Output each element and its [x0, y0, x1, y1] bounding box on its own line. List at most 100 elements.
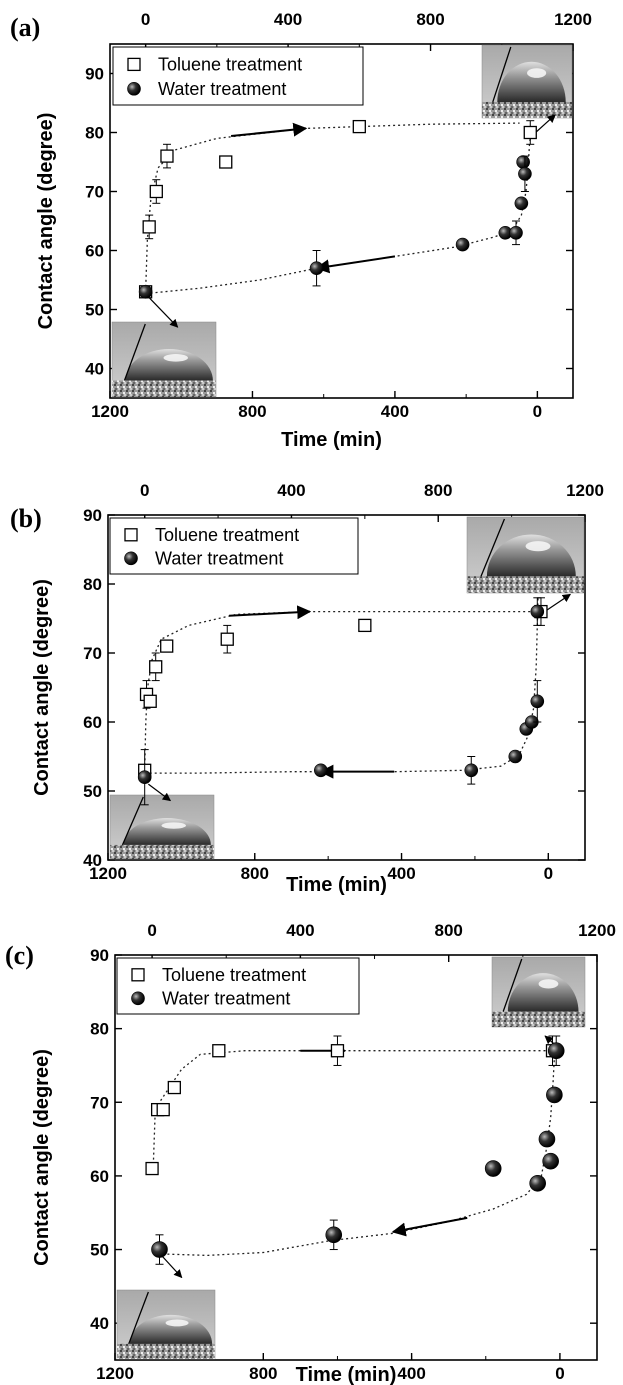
high-angle-inset [492, 957, 585, 1027]
y-tick-label: 60 [90, 1167, 109, 1186]
water-data-point [510, 226, 523, 239]
toluene-data-point [146, 1163, 158, 1175]
high-angle-inset [482, 45, 572, 118]
top-x-tick-label: 400 [274, 10, 302, 29]
legend-toluene-label: Toluene treatment [162, 965, 306, 985]
x-tick-label: 1200 [91, 402, 129, 421]
low-angle-inset [112, 322, 216, 397]
high-angle-inset-substrate [467, 576, 584, 593]
toluene-direction-arrow [229, 612, 310, 616]
panel-letter: (c) [5, 941, 34, 970]
top-x-tick-label: 1200 [578, 921, 616, 940]
top-x-tick-label: 800 [416, 10, 444, 29]
toluene-guide-curve [145, 612, 534, 771]
legend-water-marker [125, 552, 138, 565]
toluene-data-point [220, 156, 232, 168]
y-tick-label: 60 [83, 713, 102, 732]
low-angle-inset-substrate [112, 381, 216, 398]
low-angle-inset-droplet-highlight [164, 354, 188, 362]
water-guide-curve [146, 133, 531, 294]
toluene-direction-arrow [231, 128, 306, 136]
legend-toluene-marker [132, 969, 144, 981]
top-x-tick-label: 0 [147, 921, 156, 940]
top-x-tick-label: 0 [140, 481, 149, 500]
top-x-tick-label: 800 [424, 481, 452, 500]
legend-water-label: Water treatment [162, 988, 290, 1008]
panel-letter: (a) [10, 13, 40, 42]
water-data-point [151, 1242, 167, 1258]
y-tick-label: 80 [90, 1020, 109, 1039]
toluene-data-point [331, 1045, 343, 1057]
toluene-data-point [168, 1082, 180, 1094]
low-angle-inset-droplet-highlight [166, 1319, 189, 1326]
toluene-data-point [150, 661, 162, 673]
water-guide-curve [145, 598, 538, 773]
water-data-point [314, 764, 327, 777]
toluene-data-point [150, 186, 162, 198]
water-data-point [518, 167, 531, 180]
water-data-point [530, 1175, 546, 1191]
legend: Toluene treatment Water treatment [117, 958, 359, 1014]
y-tick-label: 40 [83, 851, 102, 870]
legend-water-marker [128, 82, 141, 95]
water-data-point [465, 764, 478, 777]
toluene-guide-curve [152, 1051, 552, 1169]
x-tick-label: 800 [238, 402, 266, 421]
toluene-data-point [221, 633, 233, 645]
x-axis-label: Time (min) [286, 874, 387, 896]
legend-water-label: Water treatment [155, 548, 283, 568]
high-angle-inset-droplet-highlight [539, 979, 559, 988]
water-guide-curve [160, 1051, 555, 1256]
water-data-point [138, 771, 151, 784]
water-data-point [326, 1227, 342, 1243]
high-angle-inset-droplet-highlight [526, 541, 551, 551]
top-x-tick-label: 400 [286, 921, 314, 940]
y-tick-label: 40 [90, 1314, 109, 1333]
high-angle-inset-droplet-highlight [527, 68, 546, 78]
x-axis-label: Time (min) [296, 1364, 397, 1385]
water-data-point [546, 1087, 562, 1103]
water-data-point [531, 605, 544, 618]
y-tick-label: 90 [83, 506, 102, 525]
water-data-point [531, 695, 544, 708]
toluene-data-point [524, 127, 536, 139]
y-axis-label: Contact angle (degree) [35, 113, 57, 330]
y-tick-label: 50 [85, 301, 104, 320]
toluene-data-point [157, 1104, 169, 1116]
y-tick-label: 90 [85, 65, 104, 84]
y-tick-label: 40 [85, 360, 104, 379]
water-data-point [539, 1131, 555, 1147]
toluene-data-point [143, 221, 155, 233]
legend-toluene-marker [128, 58, 140, 70]
panel-b: (b)1200 800 400 00 400 800 1200405060708090Tim… [10, 481, 604, 896]
legend-water-marker [132, 992, 145, 1005]
top-x-tick-label: 800 [435, 921, 463, 940]
water-data-point [310, 262, 323, 275]
water-data-point [485, 1161, 501, 1177]
water-data-point [139, 285, 152, 298]
y-tick-label: 90 [90, 946, 109, 965]
y-tick-label: 60 [85, 242, 104, 261]
x-tick-label: 400 [387, 864, 415, 883]
top-x-tick-label: 1200 [554, 10, 592, 29]
legend: Toluene treatment Water treatment [110, 518, 358, 574]
y-tick-label: 50 [83, 782, 102, 801]
y-tick-label: 80 [85, 124, 104, 143]
toluene-data-point [213, 1045, 225, 1057]
high-angle-inset-substrate [482, 102, 572, 118]
low-angle-inset-droplet-highlight [162, 822, 186, 828]
top-x-tick-label: 1200 [566, 481, 604, 500]
x-tick-label: 800 [249, 1364, 277, 1383]
toluene-data-point [353, 121, 365, 133]
legend: Toluene treatment Water treatment [113, 47, 363, 105]
x-tick-label: 400 [397, 1364, 425, 1383]
toluene-data-point [161, 640, 173, 652]
x-tick-label: 0 [533, 402, 542, 421]
x-tick-label: 800 [241, 864, 269, 883]
water-direction-arrow [317, 256, 395, 268]
top-x-tick-label: 0 [141, 10, 150, 29]
water-data-point [517, 156, 530, 169]
panel-c: (c)1200 800 400 00 400 800 1200405060708090Tim… [5, 921, 616, 1385]
water-data-point [515, 197, 528, 210]
